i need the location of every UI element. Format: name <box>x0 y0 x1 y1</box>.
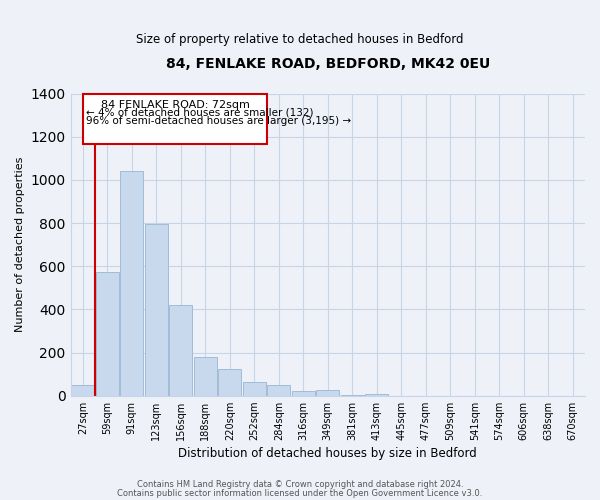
Text: Contains HM Land Registry data © Crown copyright and database right 2024.: Contains HM Land Registry data © Crown c… <box>137 480 463 489</box>
Y-axis label: Number of detached properties: Number of detached properties <box>15 157 25 332</box>
Text: ← 4% of detached houses are smaller (132): ← 4% of detached houses are smaller (132… <box>86 108 314 118</box>
Bar <box>120 171 143 396</box>
Text: 84 FENLAKE ROAD: 72sqm: 84 FENLAKE ROAD: 72sqm <box>101 100 250 110</box>
Bar <box>218 368 241 396</box>
Bar <box>341 394 364 396</box>
Bar <box>242 382 266 396</box>
FancyBboxPatch shape <box>83 94 267 144</box>
Bar <box>267 385 290 396</box>
Bar <box>292 391 315 396</box>
Title: 84, FENLAKE ROAD, BEDFORD, MK42 0EU: 84, FENLAKE ROAD, BEDFORD, MK42 0EU <box>166 58 490 71</box>
Bar <box>316 390 340 396</box>
Text: 96% of semi-detached houses are larger (3,195) →: 96% of semi-detached houses are larger (… <box>86 116 352 126</box>
Bar <box>169 305 193 396</box>
Bar <box>71 385 94 396</box>
Bar <box>95 272 119 396</box>
X-axis label: Distribution of detached houses by size in Bedford: Distribution of detached houses by size … <box>178 447 477 460</box>
Bar <box>194 357 217 396</box>
Text: Size of property relative to detached houses in Bedford: Size of property relative to detached ho… <box>136 32 464 46</box>
Bar <box>145 224 168 396</box>
Bar <box>365 394 388 396</box>
Text: Contains public sector information licensed under the Open Government Licence v3: Contains public sector information licen… <box>118 488 482 498</box>
